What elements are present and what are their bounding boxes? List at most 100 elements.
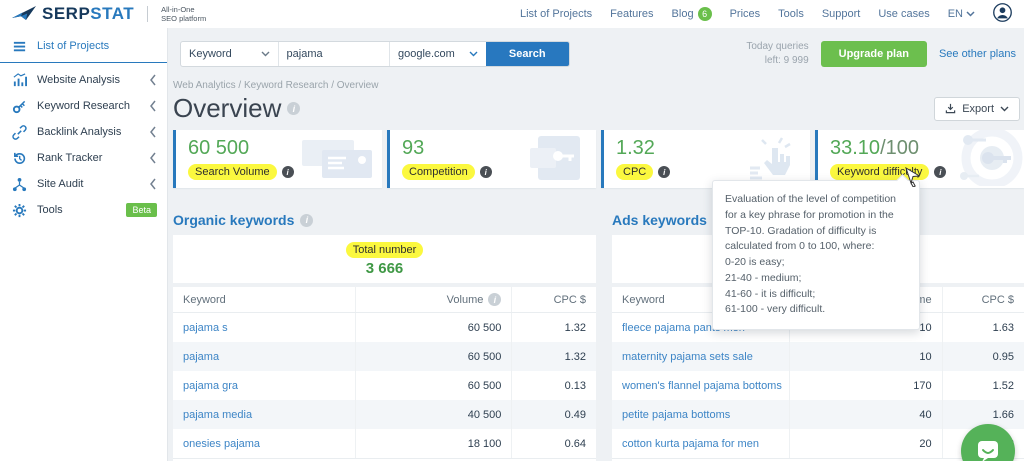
avatar[interactable] [993, 3, 1012, 25]
upgrade-plan-button[interactable]: Upgrade plan [821, 41, 927, 67]
logo-divider [147, 6, 148, 22]
tooltip-line: 41-60 - it is difficult; [725, 287, 907, 303]
tooltip-line: 61-100 - very difficult. [725, 302, 907, 318]
sidebar: List of Projects Website Analysis Keywor… [0, 28, 168, 461]
info-icon[interactable]: i [287, 102, 300, 115]
logo-wordmark: SERPSTAT [42, 4, 134, 24]
search-row: Keyword google.com Search Today queries … [173, 40, 1024, 67]
search-widget: Keyword google.com Search [180, 41, 570, 67]
topnav-links: List of Projects Features Blog6 Prices T… [520, 3, 1024, 25]
keyword-link[interactable]: pajama gra [183, 380, 238, 392]
see-other-plans-link[interactable]: See other plans [939, 48, 1016, 60]
competition-label: Competition [402, 164, 475, 180]
illustration-keys-ring [904, 130, 1024, 186]
download-icon [945, 103, 956, 114]
table-row: pajama s60 5001.32 [173, 313, 596, 342]
table-row: women's flannel pajama bottoms1701.52 [612, 371, 1024, 400]
mouse-cursor [905, 167, 919, 190]
keyword-link[interactable]: cotton kurta pajama for men [622, 438, 759, 450]
sidebar-item-label: Website Analysis [37, 74, 139, 86]
nav-support[interactable]: Support [822, 8, 861, 20]
beta-badge: Beta [126, 203, 157, 217]
search-volume-label: Search Volume [188, 164, 277, 180]
tooltip-line: 21-40 - medium; [725, 271, 907, 287]
nav-use-cases[interactable]: Use cases [878, 8, 929, 20]
search-input[interactable] [287, 48, 381, 60]
nav-prices[interactable]: Prices [730, 8, 761, 20]
info-icon[interactable]: i [488, 293, 501, 306]
keyword-link[interactable]: onesies pajama [183, 438, 260, 450]
sidebar-item-label: Tools [37, 204, 116, 216]
sidebar-item-tools[interactable]: Tools Beta [0, 197, 167, 223]
info-icon[interactable]: i [658, 166, 670, 178]
sidebar-item-website-analysis[interactable]: Website Analysis [0, 67, 167, 93]
breadcrumb: Web Analytics / Keyword Research / Overv… [173, 80, 1024, 91]
table-row: pajama gra60 5000.13 [173, 371, 596, 400]
organic-total-panel: Total number 3 666 [173, 235, 596, 283]
search-button[interactable]: Search [486, 42, 570, 66]
organic-keywords-title: Organic keywordsi [173, 212, 596, 228]
card-search-volume: 60 500 Search Volumei [173, 130, 382, 188]
hamburger-icon [12, 39, 27, 54]
export-button[interactable]: Export [934, 97, 1020, 121]
language-selector[interactable]: EN [948, 8, 975, 20]
plan-area: Today queries left: 9 999 Upgrade plan S… [746, 40, 1016, 67]
serpstat-logo-icon [12, 5, 36, 24]
sidebar-item-site-audit[interactable]: Site Audit [0, 171, 167, 197]
keyword-difficulty-tooltip: Evaluation of the level of competition f… [712, 180, 920, 330]
table-row: petite pajama bottoms401.66 [612, 400, 1024, 429]
key-icon [12, 99, 27, 114]
table-row: pajama media40 5000.49 [173, 400, 596, 429]
table-row: onesies pajama18 1000.64 [173, 429, 596, 458]
keyword-link[interactable]: pajama media [183, 409, 252, 421]
keyword-link[interactable]: maternity pajama sets sale [622, 351, 753, 363]
total-number-label: Total number [346, 242, 424, 258]
sidebar-item-label: Backlink Analysis [37, 126, 139, 138]
chart-bars-icon [12, 73, 27, 88]
sidebar-item-list-of-projects[interactable]: List of Projects [0, 33, 167, 59]
table-row: pajama60 5001.32 [173, 342, 596, 371]
illustration-cards [288, 134, 380, 184]
sidebar-item-label: Site Audit [37, 178, 139, 190]
nav-tools[interactable]: Tools [778, 8, 804, 20]
illustration-key-tag [524, 134, 594, 186]
chevron-down-icon [966, 11, 975, 17]
nav-list-of-projects[interactable]: List of Projects [520, 8, 592, 20]
tooltip-line: 0-20 is easy; [725, 255, 907, 271]
chevron-left-icon [149, 74, 157, 86]
sidebar-item-label: Keyword Research [37, 100, 139, 112]
nav-features[interactable]: Features [610, 8, 653, 20]
logo-tagline: All-in-One SEO platform [161, 5, 206, 24]
search-type-select[interactable]: Keyword [181, 42, 279, 66]
page-title: Overview [173, 93, 281, 124]
keyword-link[interactable]: pajama s [183, 322, 228, 334]
queries-quota: Today queries left: 9 999 [746, 40, 808, 67]
info-icon[interactable]: i [300, 214, 313, 227]
serpstat-logo[interactable]: SERPSTAT All-in-One SEO platform [12, 4, 206, 24]
title-row: Overview i Export [173, 93, 1024, 124]
nav-blog[interactable]: Blog6 [672, 7, 712, 21]
keyword-link[interactable]: women's flannel pajama bottoms [622, 380, 782, 392]
cpc-label: CPC [616, 164, 653, 180]
sidebar-item-rank-tracker[interactable]: Rank Tracker [0, 145, 167, 171]
top-navbar: SERPSTAT All-in-One SEO platform List of… [0, 0, 1024, 28]
card-competition: 93 Competitioni [387, 130, 596, 188]
chevron-down-icon [469, 51, 478, 57]
chevron-left-icon [149, 100, 157, 112]
organic-total-value: 3 666 [366, 260, 404, 277]
sidebar-item-keyword-research[interactable]: Keyword Research [0, 93, 167, 119]
chevron-left-icon [149, 178, 157, 190]
search-engine-select[interactable]: google.com [390, 42, 486, 66]
keyword-link[interactable]: pajama [183, 351, 219, 363]
history-clock-icon [12, 151, 27, 166]
sidebar-item-label: Rank Tracker [37, 152, 139, 164]
organic-keywords-table: Keyword Volumei CPC $ pajama s60 5001.32… [173, 287, 596, 461]
keyword-input-wrap [279, 42, 390, 66]
sidebar-item-backlink-analysis[interactable]: Backlink Analysis [0, 119, 167, 145]
keyword-link[interactable]: petite pajama bottoms [622, 409, 730, 421]
sidebar-item-label: List of Projects [37, 40, 157, 52]
sitemap-icon [12, 177, 27, 192]
info-icon[interactable]: i [480, 166, 492, 178]
gear-icon [12, 203, 27, 218]
chevron-left-icon [149, 152, 157, 164]
